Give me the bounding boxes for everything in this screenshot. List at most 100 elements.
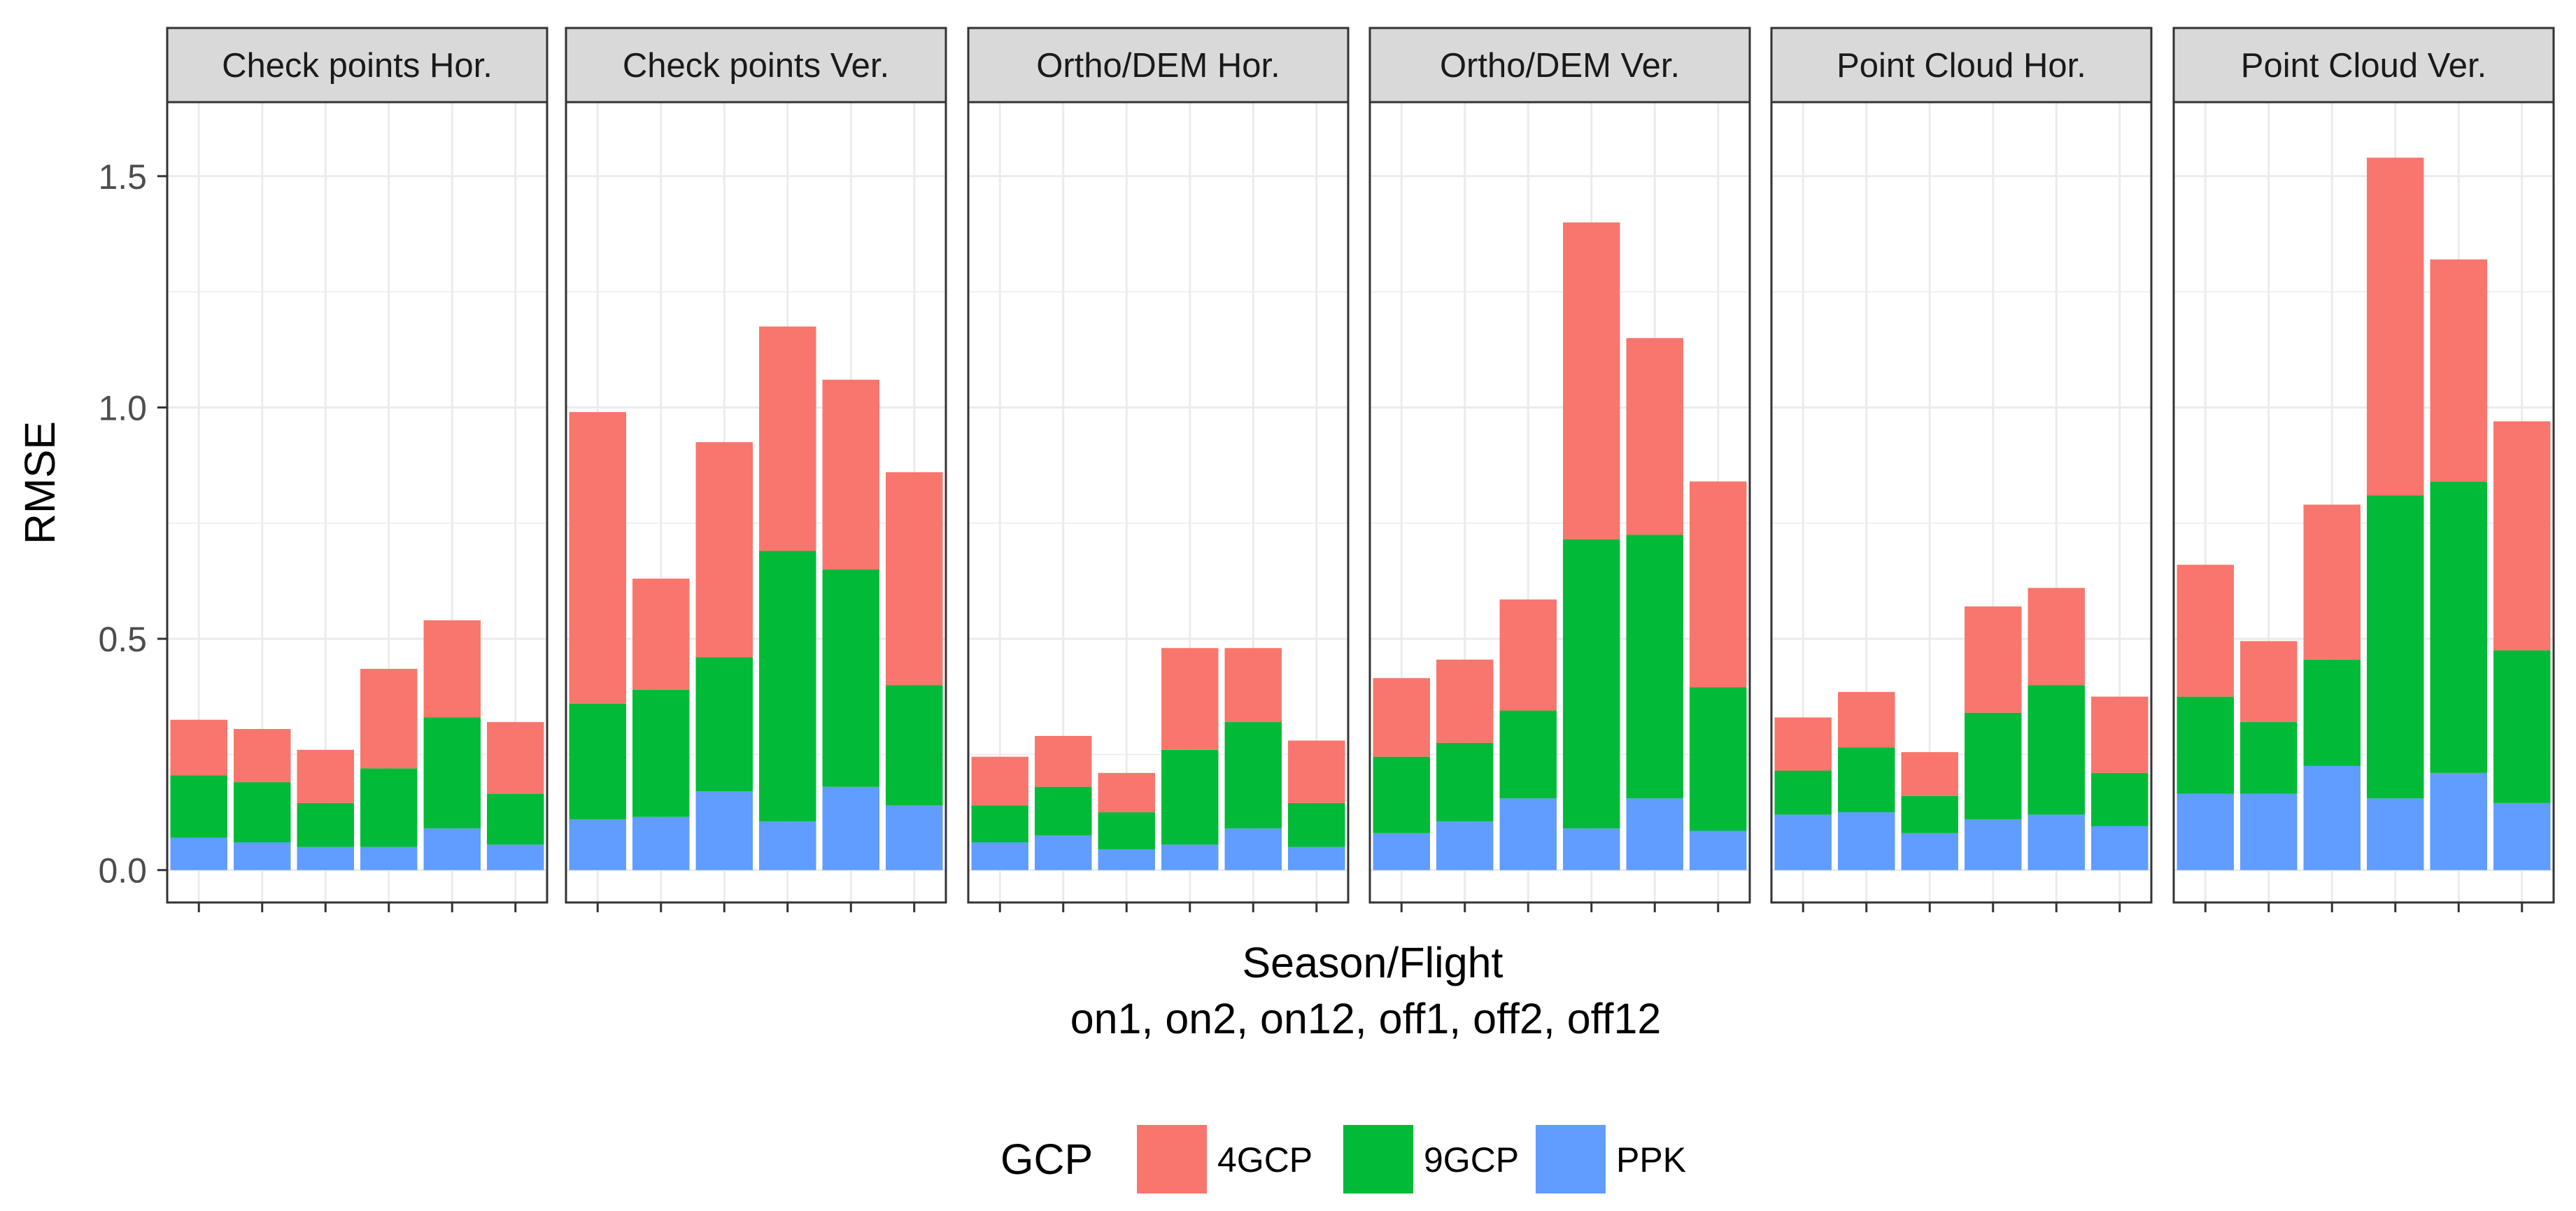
bar-9gcp-off12 xyxy=(2493,650,2551,803)
bar-4gcp-on1 xyxy=(170,719,227,776)
bar-ppk-on12 xyxy=(2303,765,2361,870)
bar-ppk-on1 xyxy=(971,842,1028,870)
bar-9gcp-on2 xyxy=(632,689,690,817)
bars xyxy=(569,326,943,870)
bar-4gcp-off12 xyxy=(2493,421,2551,651)
strip-label: Check points Hor. xyxy=(222,47,493,85)
bar-9gcp-off12 xyxy=(2091,772,2149,826)
bar-9gcp-on2 xyxy=(1436,742,1494,822)
bar-9gcp-off2 xyxy=(2027,685,2085,815)
bar-ppk-off12 xyxy=(1288,847,1345,870)
facet-check-points-hor: Check points Hor. xyxy=(166,27,549,912)
bar-9gcp-on2 xyxy=(1035,786,1092,836)
bar-9gcp-on1 xyxy=(170,775,227,838)
panel-background xyxy=(167,102,547,902)
bar-9gcp-off1 xyxy=(759,551,816,822)
legend-label-ppk: PPK xyxy=(1616,1140,1686,1180)
bar-9gcp-on1 xyxy=(1373,756,1430,833)
panel-background xyxy=(566,102,946,902)
bar-ppk-off2 xyxy=(2027,814,2085,870)
y-tick-label: 1.0 xyxy=(98,388,147,427)
strip-background xyxy=(565,27,947,104)
x-ticks xyxy=(1802,902,2121,912)
bar-4gcp-off12 xyxy=(487,722,544,794)
bar-4gcp-off1 xyxy=(759,326,816,551)
bar-4gcp-off2 xyxy=(2027,588,2085,686)
bar-4gcp-on2 xyxy=(632,579,690,690)
strip-label: Point Cloud Ver. xyxy=(2241,47,2486,85)
bar-9gcp-off1 xyxy=(1563,539,1620,829)
bar-9gcp-on1 xyxy=(2177,696,2234,794)
bar-4gcp-off1 xyxy=(360,669,418,769)
facet-ortho-dem-hor: Ortho/DEM Hor. xyxy=(967,27,1350,912)
legend-key-9gcp xyxy=(1343,1125,1413,1194)
strip-background xyxy=(2172,27,2555,104)
bar-ppk-off1 xyxy=(360,847,418,870)
bars xyxy=(1373,222,1747,870)
bar-4gcp-on12 xyxy=(695,442,753,658)
bar-9gcp-on12 xyxy=(1499,710,1557,799)
bar-9gcp-off2 xyxy=(1224,722,1282,829)
bar-4gcp-on2 xyxy=(1035,735,1092,787)
bar-9gcp-off2 xyxy=(2430,481,2487,773)
bar-ppk-off1 xyxy=(1563,828,1620,870)
bar-9gcp-off2 xyxy=(822,569,879,787)
bar-9gcp-on12 xyxy=(1098,812,1155,849)
bar-ppk-on12 xyxy=(1098,849,1155,870)
bar-9gcp-off1 xyxy=(360,768,418,847)
bar-9gcp-on12 xyxy=(1901,795,1958,833)
bar-9gcp-off1 xyxy=(2367,495,2424,799)
bar-4gcp-on2 xyxy=(2240,641,2298,723)
bar-9gcp-off12 xyxy=(1690,687,1747,831)
bar-ppk-on1 xyxy=(2177,793,2234,870)
bar-ppk-on12 xyxy=(297,847,354,870)
bar-ppk-on12 xyxy=(1901,833,1958,870)
bar-4gcp-off12 xyxy=(2091,696,2149,773)
bar-4gcp-on1 xyxy=(569,412,626,704)
strip-background xyxy=(1368,27,1751,104)
bar-4gcp-on2 xyxy=(234,729,291,783)
facet-point-cloud-hor: Point Cloud Hor. xyxy=(1770,27,2153,912)
bar-4gcp-on12 xyxy=(2303,504,2361,660)
bar-4gcp-on1 xyxy=(2177,565,2234,697)
bar-4gcp-off1 xyxy=(1563,222,1620,539)
facet-ortho-dem-ver: Ortho/DEM Ver. xyxy=(1368,27,1751,912)
bar-ppk-off2 xyxy=(1224,828,1282,870)
bar-9gcp-on1 xyxy=(569,703,626,819)
bar-ppk-off12 xyxy=(886,805,943,870)
x-ticks xyxy=(998,902,1318,912)
bar-9gcp-off2 xyxy=(1626,534,1683,799)
strip-background xyxy=(1770,27,2153,104)
bar-ppk-on1 xyxy=(1774,814,1832,870)
strip-background xyxy=(166,27,549,104)
bars xyxy=(2177,157,2551,870)
bar-4gcp-off12 xyxy=(886,472,943,686)
bar-9gcp-off12 xyxy=(1288,802,1345,847)
strip-label: Ortho/DEM Hor. xyxy=(1036,47,1280,85)
bar-4gcp-on2 xyxy=(1436,659,1494,743)
bar-9gcp-off1 xyxy=(1161,749,1219,845)
bar-4gcp-on1 xyxy=(971,756,1028,806)
bar-9gcp-on2 xyxy=(2240,722,2298,794)
bar-4gcp-off12 xyxy=(1690,481,1747,688)
bar-ppk-off1 xyxy=(759,821,816,870)
bar-9gcp-off1 xyxy=(1965,712,2022,819)
strip-label: Point Cloud Hor. xyxy=(1837,47,2086,85)
bar-ppk-on1 xyxy=(170,837,227,870)
bar-9gcp-off12 xyxy=(886,685,943,806)
bar-9gcp-off2 xyxy=(423,717,481,829)
bar-ppk-off2 xyxy=(1626,798,1683,870)
bar-ppk-on2 xyxy=(1838,812,1895,870)
y-axis: 0.0 0.5 1.0 1.5 xyxy=(98,157,167,891)
bar-4gcp-off2 xyxy=(2430,259,2487,482)
bar-ppk-off12 xyxy=(487,844,544,870)
bar-ppk-off12 xyxy=(2493,802,2551,870)
bar-ppk-on1 xyxy=(1373,833,1430,870)
bar-4gcp-off1 xyxy=(1965,606,2022,713)
strip-label: Ortho/DEM Ver. xyxy=(1440,47,1680,85)
legend-label-9gcp: 9GCP xyxy=(1424,1140,1519,1180)
bar-4gcp-on1 xyxy=(1774,717,1832,771)
bar-ppk-on12 xyxy=(1499,798,1557,870)
x-ticks xyxy=(197,902,517,912)
